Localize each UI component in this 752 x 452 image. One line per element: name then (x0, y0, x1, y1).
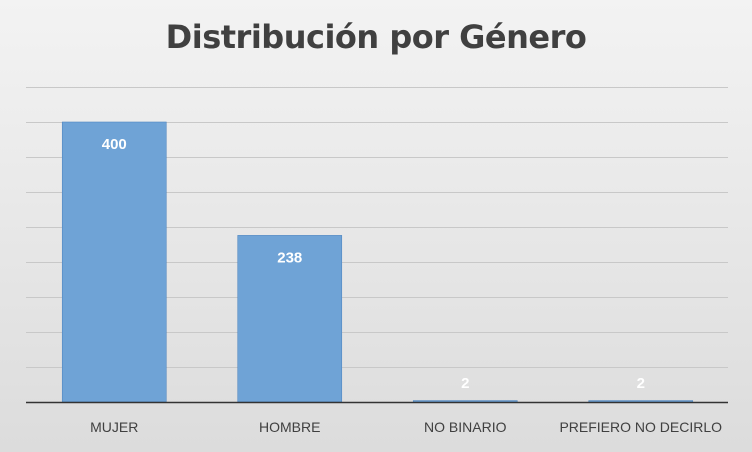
chart-title: Distribución por Género (165, 18, 587, 56)
data-label: 238 (277, 249, 302, 266)
bar-hombre (237, 235, 343, 403)
data-label: 2 (461, 375, 469, 392)
x-tick-label: HOMBRE (259, 419, 320, 435)
data-label: 2 (637, 375, 645, 392)
data-label: 400 (102, 136, 127, 153)
bars (61, 121, 694, 403)
x-tick-labels: MUJER HOMBRE NO BINARIO PREFIERO NO DECIRLO (90, 419, 722, 435)
data-labels: 400 238 2 2 (102, 136, 645, 392)
bar-mujer (61, 121, 167, 403)
x-tick-label: PREFIERO NO DECIRLO (559, 419, 722, 435)
x-tick-label: MUJER (90, 419, 138, 435)
x-tick-label: NO BINARIO (424, 419, 507, 435)
